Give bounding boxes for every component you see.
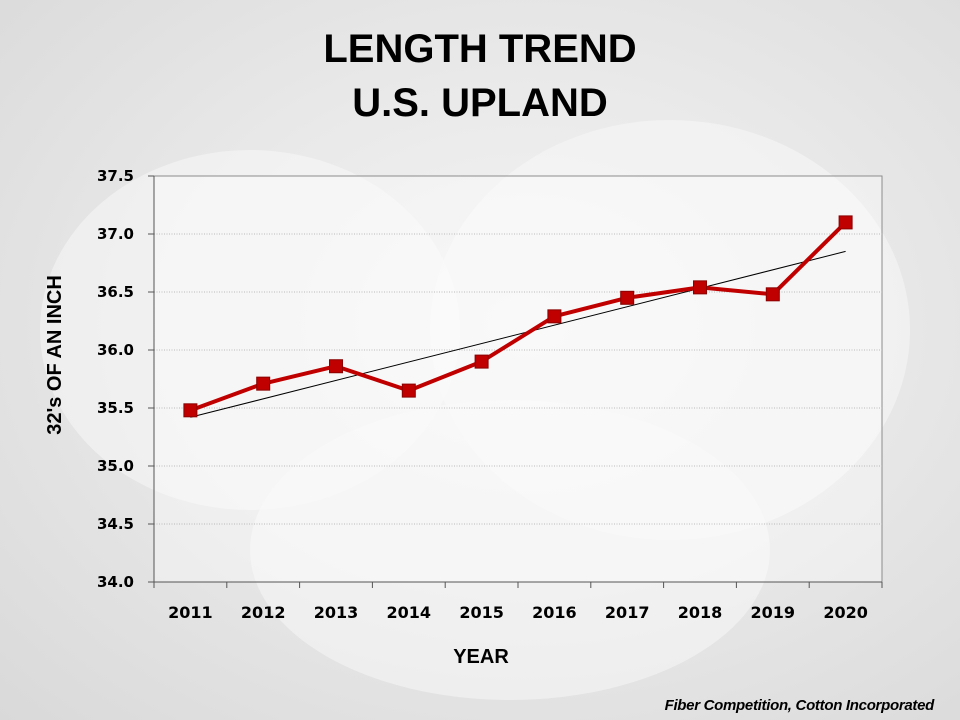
x-tick-label: 2014	[387, 603, 432, 622]
chart-subtitle: U.S. UPLAND	[352, 81, 608, 125]
data-point-marker	[620, 290, 635, 305]
data-point-marker	[693, 280, 707, 295]
x-tick-label: 2019	[751, 603, 796, 622]
background-cotton-shape	[250, 400, 770, 700]
trendline	[190, 250, 846, 418]
x-tick-label: 2020	[823, 603, 868, 622]
data-point-marker	[183, 403, 198, 418]
data-point-marker	[329, 359, 343, 374]
x-axis-title: YEAR	[453, 646, 509, 668]
y-tick-label: 36.5	[97, 283, 134, 301]
y-tick-label: 35.0	[97, 457, 134, 475]
data-point-marker	[547, 309, 562, 324]
x-tick-label: 2012	[241, 603, 286, 622]
data-point-marker	[474, 354, 489, 369]
x-tick-label: 2018	[678, 603, 723, 622]
data-point-marker	[838, 215, 853, 230]
y-axis-title: 32's OF AN INCH	[44, 275, 66, 435]
x-tick-label: 2015	[459, 603, 504, 622]
data-point-marker	[401, 383, 416, 398]
data-point-marker	[256, 376, 271, 391]
data-point-marker	[765, 287, 780, 302]
chart-title: LENGTH TREND	[323, 27, 637, 71]
y-tick-label: 34.0	[97, 573, 134, 591]
x-tick-label: 2017	[605, 603, 650, 622]
y-tick-label: 34.5	[97, 515, 134, 533]
y-tick-label: 36.0	[97, 341, 134, 359]
x-tick-label: 2016	[532, 603, 577, 622]
x-tick-label: 2013	[314, 603, 359, 622]
x-tick-label: 2011	[168, 603, 213, 622]
y-tick-label: 35.5	[97, 399, 134, 417]
source-credit: Fiber Competition, Cotton Incorporated	[664, 697, 935, 714]
y-tick-label: 37.0	[97, 225, 134, 243]
series-line	[189, 220, 848, 413]
y-tick-label: 37.5	[97, 167, 134, 185]
